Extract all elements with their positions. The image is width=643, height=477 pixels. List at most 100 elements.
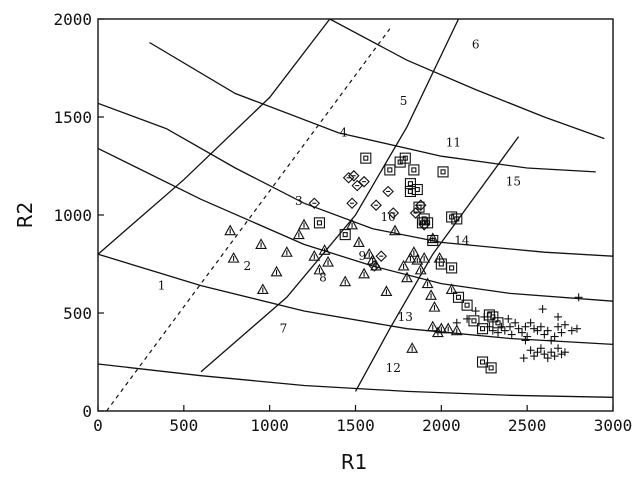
- triangle-point: [442, 322, 455, 334]
- plus-point: [560, 320, 569, 329]
- triangle-point: [428, 300, 441, 312]
- triangle-point: [298, 218, 310, 230]
- region-label-14: 14: [454, 233, 470, 247]
- plus-point: [547, 348, 556, 357]
- boundary-curve-8: [200, 19, 460, 373]
- triangle-point: [418, 251, 431, 263]
- plus-point: [560, 348, 569, 357]
- y-tick-label: 0: [82, 402, 92, 421]
- square-point: [461, 299, 473, 311]
- boundary-curve-7: [98, 19, 331, 255]
- plus-point: [521, 336, 530, 345]
- triangle-point: [380, 285, 393, 296]
- plus-point: [519, 354, 528, 363]
- plus-point: [538, 305, 547, 314]
- triangle-point: [404, 251, 417, 263]
- triangle-point: [414, 263, 427, 275]
- diamond-point: [368, 260, 381, 272]
- plus-point: [485, 322, 494, 331]
- square-point: [452, 291, 465, 303]
- plus-point: [514, 324, 523, 333]
- plus-point: [452, 318, 461, 327]
- square-point: [360, 152, 372, 164]
- boundary-curve-6: [329, 19, 605, 140]
- plus-point: [550, 332, 559, 341]
- triangle-point: [280, 246, 293, 257]
- triangle-point: [425, 289, 437, 300]
- y-tick-label: 1000: [53, 206, 92, 225]
- plus-point: [572, 324, 581, 333]
- region-label-5: 5: [400, 94, 408, 108]
- square-point: [422, 217, 434, 229]
- diamond-point: [409, 207, 422, 219]
- triangle-point: [407, 246, 420, 257]
- x-tick-label: 1000: [250, 416, 289, 435]
- plus-point: [526, 318, 535, 327]
- square-point: [435, 258, 447, 270]
- x-tick-label: 1500: [336, 416, 375, 435]
- plus-point: [463, 314, 472, 323]
- plus-point: [574, 293, 583, 302]
- triangle-point: [406, 342, 419, 353]
- region-label-12: 12: [386, 361, 401, 375]
- plus-point: [471, 307, 480, 316]
- x-tick-label: 500: [169, 416, 198, 435]
- diamond-point: [346, 197, 358, 210]
- y-tick-label: 2000: [53, 10, 92, 29]
- square-point: [446, 262, 458, 274]
- plus-point: [497, 322, 506, 331]
- square-point: [313, 217, 326, 229]
- plus-point: [557, 328, 566, 337]
- square-point: [437, 166, 449, 178]
- square-point: [339, 229, 351, 241]
- plus-point: [488, 326, 497, 335]
- plus-point: [530, 324, 539, 333]
- plus-point: [521, 322, 530, 331]
- plus-point: [504, 314, 513, 323]
- plus-point: [493, 328, 502, 337]
- x-tick-label: 0: [93, 416, 103, 435]
- x-axis-title: R1: [341, 450, 368, 474]
- plus-point: [550, 352, 559, 361]
- plus-point: [533, 326, 542, 335]
- x-tick-label: 3000: [594, 416, 633, 435]
- diamond-point: [348, 170, 360, 182]
- plus-point: [540, 350, 549, 359]
- region-label-2: 2: [244, 259, 252, 273]
- triangle-point: [308, 250, 321, 261]
- triangle-point: [313, 263, 326, 275]
- diamond-point: [382, 185, 394, 198]
- region-label-7: 7: [280, 322, 288, 336]
- triangle-point: [358, 267, 371, 279]
- boundary-curve-9: [354, 136, 520, 392]
- plus-point: [547, 336, 556, 345]
- axis-ticks: 0 500 1000 1500 2000 2500 3000 0 500 1000 1500 2000: [53, 10, 632, 435]
- diamond-point: [375, 250, 388, 262]
- plus-point: [480, 312, 489, 321]
- x-tick-label: 2500: [508, 416, 547, 435]
- triangle-point: [318, 244, 331, 255]
- plus-point: [536, 322, 545, 331]
- triangle-point: [389, 224, 401, 236]
- region-label-4: 4: [340, 126, 348, 140]
- square-point: [404, 178, 416, 190]
- plus-point: [540, 330, 549, 339]
- region-label-8: 8: [319, 271, 327, 285]
- triangle-point: [322, 255, 334, 267]
- triangle-point: [339, 275, 352, 287]
- square-point: [485, 362, 497, 374]
- plus-point: [554, 312, 563, 321]
- square-point: [399, 152, 411, 164]
- plus-point: [536, 344, 545, 353]
- triangle-point: [411, 253, 424, 265]
- boundary-curve-1: [98, 363, 613, 398]
- diamond-point: [351, 179, 363, 192]
- region-label-3: 3: [295, 194, 303, 208]
- triangle-point: [435, 322, 448, 334]
- plus-point: [507, 330, 516, 339]
- triangle-point: [292, 228, 305, 240]
- plus-point: [543, 354, 552, 363]
- diamond-point: [308, 197, 321, 210]
- triangle-point: [421, 277, 434, 289]
